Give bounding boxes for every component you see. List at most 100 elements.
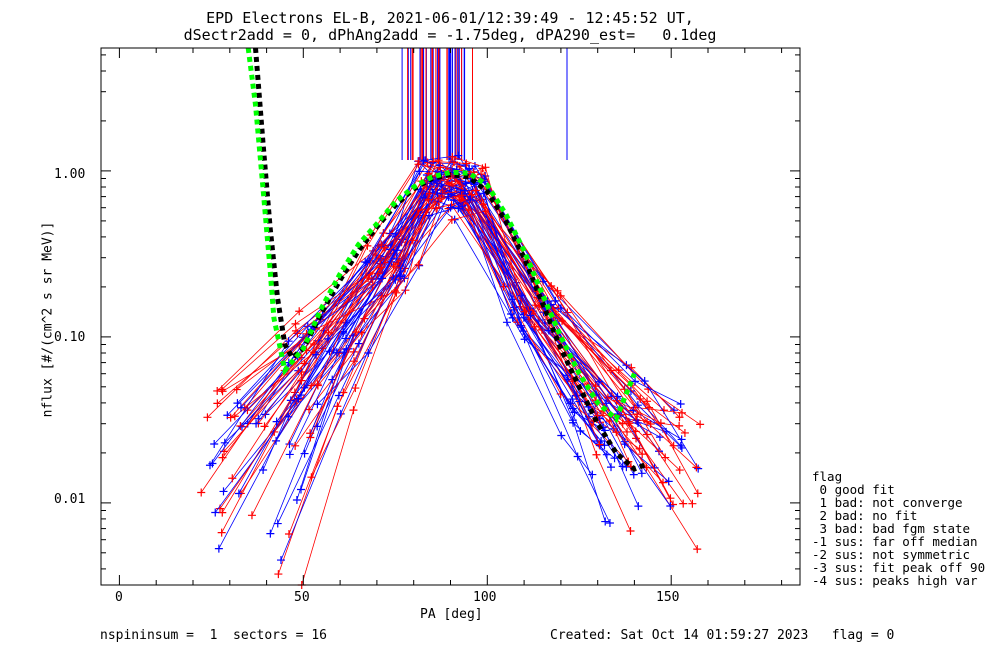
legend-item: -3 sus: fit peak off 90 xyxy=(812,560,986,575)
data-point xyxy=(557,431,566,440)
data-point xyxy=(277,556,286,565)
trace-line xyxy=(240,204,664,483)
data-point xyxy=(638,450,647,459)
trace-line xyxy=(317,180,698,550)
data-point xyxy=(457,191,466,200)
data-point xyxy=(284,529,293,538)
data-point xyxy=(678,408,687,417)
trace-line xyxy=(251,172,662,516)
data-point xyxy=(211,508,220,517)
data-point xyxy=(471,186,480,195)
data-point xyxy=(556,291,565,300)
data-point xyxy=(230,412,239,421)
data-point xyxy=(637,469,646,478)
trace-line xyxy=(273,198,675,446)
data-point xyxy=(636,394,645,403)
data-point xyxy=(300,449,309,458)
data-point xyxy=(208,459,217,468)
data-point xyxy=(295,307,304,316)
data-point xyxy=(591,382,600,391)
data-point xyxy=(446,203,455,212)
legend-item: -4 sus: peaks high var xyxy=(812,573,978,588)
trace-line xyxy=(311,196,636,478)
data-point xyxy=(291,441,300,450)
trace-line xyxy=(276,192,611,524)
data-point xyxy=(553,286,562,295)
data-point xyxy=(558,317,567,326)
data-point xyxy=(424,195,433,204)
legend-item: 0 good fit xyxy=(812,482,895,497)
trace-line xyxy=(290,205,682,440)
data-point xyxy=(236,403,245,412)
data-point xyxy=(425,211,434,220)
data-point xyxy=(291,319,300,328)
data-point xyxy=(679,499,688,508)
data-point xyxy=(285,450,294,459)
data-point xyxy=(377,263,386,272)
data-point xyxy=(524,306,533,315)
data-point xyxy=(655,433,664,442)
data-point xyxy=(328,375,337,384)
data-point xyxy=(197,488,206,497)
data-point xyxy=(692,463,701,472)
tick-label-x-0: 0 xyxy=(115,590,123,605)
data-point xyxy=(547,282,556,291)
data-point xyxy=(618,462,627,471)
chart-title: EPD Electrons EL-B, 2021-06-01/12:39:49 … xyxy=(206,9,694,27)
data-point xyxy=(339,329,348,338)
data-point xyxy=(666,502,675,511)
data-point xyxy=(551,296,560,305)
data-point xyxy=(543,297,552,306)
footer-right: Created: Sat Oct 14 01:59:27 2023 flag =… xyxy=(550,628,895,643)
tick-label-y-0.10: 0.10 xyxy=(54,330,86,345)
data-point xyxy=(573,452,582,461)
data-point xyxy=(218,508,227,517)
data-point xyxy=(395,271,404,280)
data-point xyxy=(526,311,535,320)
data-point xyxy=(210,440,219,448)
data-point xyxy=(214,544,223,553)
data-point xyxy=(467,190,476,199)
data-point xyxy=(688,499,697,508)
data-point xyxy=(634,502,643,511)
data-point xyxy=(531,301,540,310)
data-point xyxy=(643,417,652,426)
data-point xyxy=(461,161,470,170)
data-point xyxy=(462,159,471,168)
data-point xyxy=(213,399,222,408)
data-point xyxy=(266,529,275,538)
data-point xyxy=(389,262,398,271)
data-point xyxy=(436,163,445,172)
data-point xyxy=(676,400,685,409)
data-point xyxy=(481,163,490,172)
data-point xyxy=(601,517,610,526)
data-point xyxy=(666,494,675,503)
trace-line xyxy=(240,181,639,424)
data-point xyxy=(391,287,400,296)
data-point xyxy=(642,430,651,439)
data-point xyxy=(220,438,229,447)
data-point xyxy=(597,437,606,446)
data-point xyxy=(350,357,359,366)
data-point xyxy=(334,391,343,400)
data-point xyxy=(675,466,684,475)
data-point xyxy=(217,528,226,537)
data-point xyxy=(306,433,315,442)
tick-label-y-1.00: 1.00 xyxy=(54,167,86,182)
data-point xyxy=(566,399,575,408)
data-point xyxy=(520,307,529,316)
data-point xyxy=(401,286,410,295)
data-point xyxy=(307,381,316,390)
data-point xyxy=(568,404,577,413)
data-point xyxy=(612,428,621,437)
tick-label-x-100: 100 xyxy=(473,590,497,605)
data-point xyxy=(313,422,322,431)
data-point xyxy=(669,406,678,415)
flag-legend: flag 0 good fit 1 bad: not converge 2 ba… xyxy=(812,470,985,587)
data-point xyxy=(332,348,341,357)
data-point xyxy=(595,441,604,450)
data-point xyxy=(313,400,322,409)
trace-line xyxy=(255,192,601,446)
data-point xyxy=(507,309,516,318)
